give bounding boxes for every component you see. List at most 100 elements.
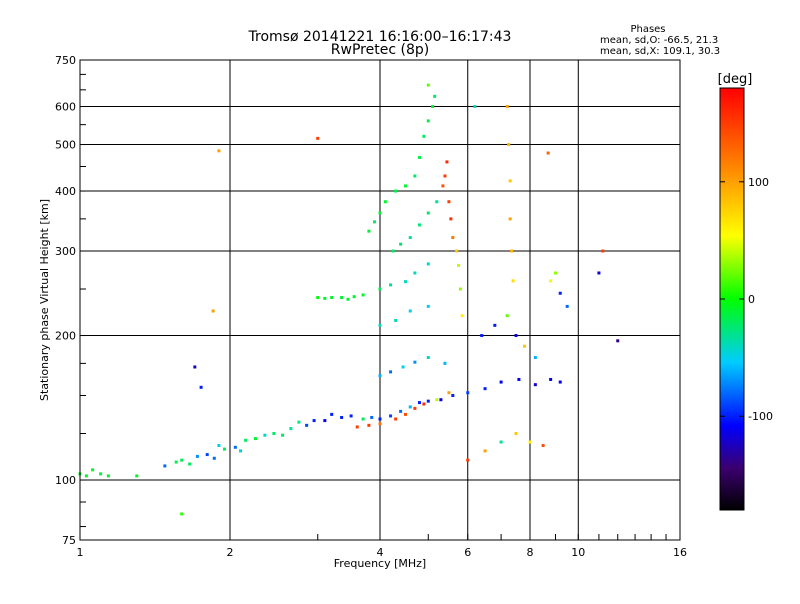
data-point <box>297 420 301 424</box>
data-point <box>378 323 382 327</box>
data-point <box>558 291 562 295</box>
data-point <box>451 394 455 398</box>
data-point <box>413 360 417 364</box>
data-point <box>323 296 327 300</box>
data-point <box>403 280 407 284</box>
data-point <box>426 211 430 215</box>
data-point <box>439 398 443 402</box>
data-point <box>312 419 316 423</box>
data-point <box>455 249 459 253</box>
y-tick-label: 400 <box>55 185 76 198</box>
colorbar-ticks: 100 0 -100 <box>720 176 773 423</box>
data-point <box>349 414 353 418</box>
data-point <box>499 440 503 444</box>
x-axis-ticks: 1 2 4 6 8 10 16 <box>77 534 687 559</box>
data-point <box>426 119 430 123</box>
y-tick-label: 600 <box>55 101 76 114</box>
data-point <box>391 249 395 253</box>
data-point <box>413 406 417 410</box>
data-point <box>447 200 451 204</box>
data-point <box>205 453 209 457</box>
data-point <box>394 417 398 421</box>
data-point <box>389 414 393 418</box>
data-point <box>417 155 421 159</box>
data-point <box>340 296 344 300</box>
data-point <box>514 432 518 436</box>
data-point <box>426 355 430 359</box>
colorbar-tick-label: 0 <box>748 293 755 306</box>
data-point <box>389 283 393 287</box>
stats-mean-o: mean, sd,O: -66.5, 21.3 <box>600 35 718 46</box>
data-point <box>394 318 398 322</box>
colorbar-tick-label: -100 <box>748 410 773 423</box>
data-point <box>408 405 412 409</box>
data-point <box>281 433 285 437</box>
data-point <box>466 458 470 462</box>
data-point <box>549 377 553 381</box>
data-point <box>212 456 216 460</box>
data-point <box>510 249 514 253</box>
data-point <box>460 314 464 318</box>
data-point <box>483 387 487 391</box>
data-point <box>316 296 320 300</box>
data-point <box>174 460 178 464</box>
data-point <box>383 200 387 204</box>
chart-title: Tromsø 20141221 16:16:00–16:17:43 <box>248 29 512 45</box>
x-tick-label: 16 <box>673 546 687 559</box>
data-point <box>505 105 509 109</box>
data-point <box>394 189 398 193</box>
data-point <box>378 211 382 215</box>
data-point <box>433 94 437 98</box>
stats-mean-x: mean, sd,X: 109.1, 30.3 <box>600 46 720 57</box>
x-tick-label: 1 <box>77 546 84 559</box>
y-axis-ticks: 75 100 200 300 400 500 600 750 <box>55 54 86 547</box>
data-point <box>340 415 344 419</box>
data-point <box>163 464 167 468</box>
data-point <box>417 401 421 405</box>
data-point <box>378 374 382 378</box>
data-point <box>91 468 95 472</box>
data-point <box>457 263 461 267</box>
data-point <box>435 398 439 402</box>
data-point <box>403 184 407 188</box>
data-point <box>507 143 511 147</box>
data-point <box>408 236 412 240</box>
data-point <box>367 229 371 233</box>
data-point <box>330 296 334 300</box>
data-point <box>352 295 356 299</box>
data-point <box>466 391 470 395</box>
data-point <box>435 200 439 204</box>
data-point <box>458 287 462 291</box>
data-point <box>451 236 455 240</box>
data-point <box>223 447 227 451</box>
data-point <box>601 249 605 253</box>
stats-heading: Phases <box>630 24 665 35</box>
data-point <box>616 339 620 343</box>
data-point <box>193 365 197 369</box>
data-point <box>565 304 569 308</box>
data-point <box>263 433 267 437</box>
data-point <box>253 437 257 441</box>
data-point <box>233 445 237 449</box>
y-axis-label: Stationary phase Virtual Height [km] <box>38 199 51 401</box>
data-point <box>417 223 421 227</box>
data-point <box>445 160 449 164</box>
data-point <box>361 293 365 297</box>
data-point <box>426 262 430 266</box>
data-point <box>99 472 103 476</box>
data-point <box>426 399 430 403</box>
data-point <box>533 355 537 359</box>
data-point <box>499 380 503 384</box>
data-point <box>272 432 276 436</box>
grid-lines <box>80 60 680 540</box>
data-point <box>449 217 453 221</box>
data-point <box>199 385 203 389</box>
data-point <box>426 83 430 87</box>
data-point <box>413 271 417 275</box>
data-point <box>323 419 327 423</box>
x-tick-label: 2 <box>227 546 234 559</box>
colorbar-label: [deg] <box>718 72 753 87</box>
y-tick-label: 500 <box>55 139 76 152</box>
